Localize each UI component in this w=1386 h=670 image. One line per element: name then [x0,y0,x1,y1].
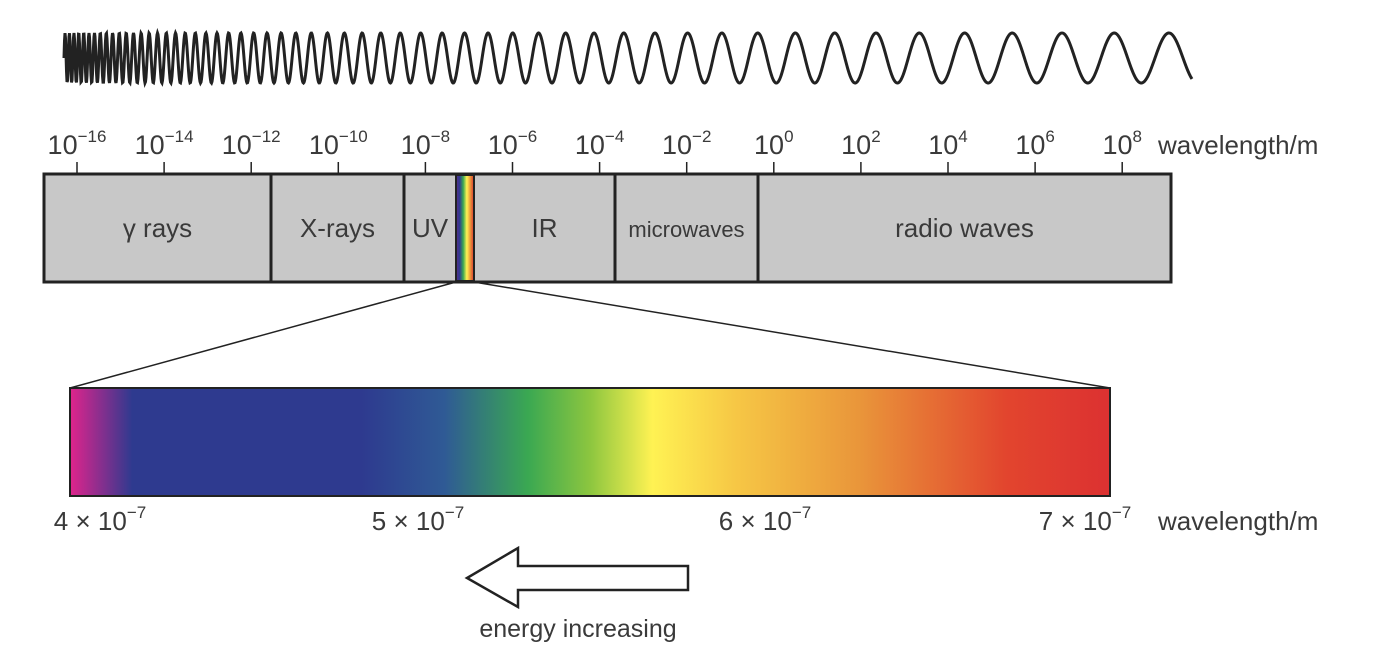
visible-spectrum-bar [69,387,1111,497]
spectrum-tick-label: 108 [1102,127,1142,160]
spectrum-tick-label: 10−10 [309,127,368,160]
band-label: X-rays [300,213,375,243]
wavelength-wave [62,27,1194,88]
spectrum-tick-label: 10−8 [401,127,450,160]
energy-label: energy increasing [479,615,676,643]
visible-strip [455,174,475,282]
band-label: radio waves [895,213,1034,243]
spectrum-tick-label: 10−12 [222,127,281,160]
zoom-line-left [69,281,457,389]
visible-tick-label: 7 × 10−7 [1039,503,1131,536]
visible-tick-label: 6 × 10−7 [719,503,811,536]
energy-arrow [464,545,690,610]
spectrum-tick-label: 10−2 [662,127,711,160]
visible-axis-label: wavelength/m [1157,506,1318,536]
spectrum-bar [42,172,1173,284]
spectrum-axis-label: wavelength/m [1157,130,1318,160]
spectrum-tick-label: 104 [928,127,968,160]
spectrum-tick-label: 102 [841,127,881,160]
band-label: UV [412,213,449,243]
zoom-line-right [473,281,1111,389]
spectrum-bands: γ rays X-rays UV IR microwaves radio waves [42,172,1173,284]
visible-tick-label: 5 × 10−7 [372,503,464,536]
spectrum-tick-label: 100 [754,127,794,160]
spectrum-tick-label: 10−6 [488,127,537,160]
band-label: γ rays [123,213,192,243]
spectrum-tick-label: 10−14 [135,127,194,160]
band-label: IR [532,213,558,243]
spectrum-tick-label: 10−16 [48,127,107,160]
spectrum-tick-labels: 10−16 10−14 10−12 10−10 10−8 10−6 10−4 10−2 100 1… [48,127,1142,173]
visible-tick-label: 4 × 10−7 [54,503,146,536]
spectrum-tick-label: 10−4 [575,127,624,160]
visible-tick-labels: 4 × 10−7 5 × 10−7 6 × 10−7 7 × 10−7 [54,503,1131,536]
spectrum-tick-label: 106 [1015,127,1055,160]
band-label: microwaves [628,217,744,242]
